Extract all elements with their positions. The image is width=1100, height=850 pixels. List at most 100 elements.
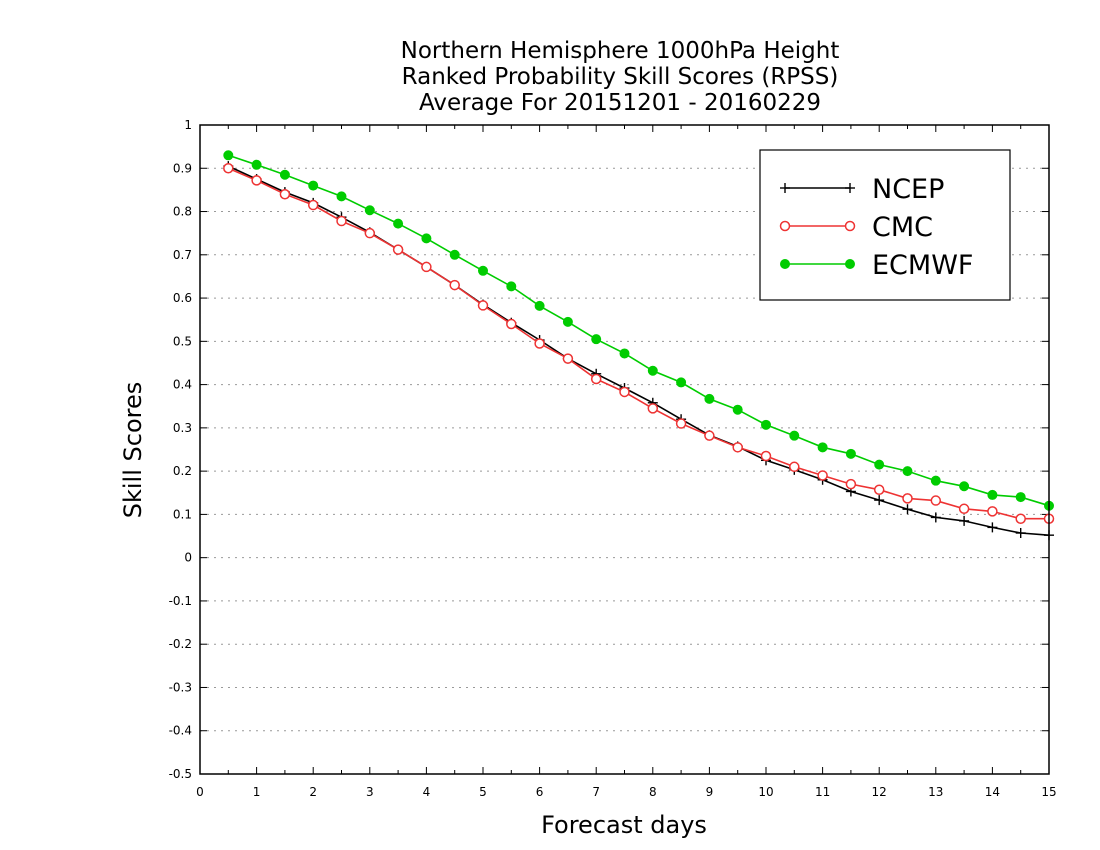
ncep-point <box>1015 528 1026 539</box>
y-axis-label: Skill Scores <box>119 382 147 519</box>
ecmwf-point <box>251 159 262 170</box>
ecmwf-point <box>364 205 375 216</box>
cmc-point <box>392 244 404 255</box>
y-tick-label: 0.3 <box>173 421 192 435</box>
ecmwf-point <box>959 481 970 492</box>
x-tick-label: 10 <box>758 785 773 799</box>
cmc-point <box>534 338 545 349</box>
ncep-point <box>902 504 913 515</box>
y-tick-label: -0.5 <box>169 767 192 781</box>
ncep-line <box>227 165 1050 536</box>
ncep-point <box>930 512 941 523</box>
ecmwf-point <box>534 300 545 311</box>
ecmwf-point <box>562 316 573 327</box>
legend: NCEP CMC ECMWF <box>759 149 1011 301</box>
cmc-point <box>704 430 715 441</box>
legend-box <box>759 149 1011 301</box>
x-tick-label: 4 <box>423 785 431 799</box>
series-ecmwf <box>223 150 1054 511</box>
cmc-point <box>251 175 262 186</box>
cmc-point <box>279 188 291 200</box>
y-tick-label: 0.7 <box>173 248 192 262</box>
legend-marker <box>844 220 856 232</box>
cmc-point <box>675 418 687 429</box>
ecmwf-point <box>704 393 715 404</box>
ecmwf-point <box>676 377 687 388</box>
cmc-point <box>845 478 857 490</box>
legend-label-ncep: NCEP <box>872 174 944 205</box>
title-line-1: Northern Hemisphere 1000hPa Height <box>401 38 840 64</box>
y-tick-label: 0 <box>184 551 192 565</box>
x-tick-label: 6 <box>536 785 544 799</box>
ecmwf-point <box>223 150 234 161</box>
cmc-point <box>364 227 376 239</box>
cmc-point <box>987 506 998 517</box>
cmc-point <box>732 442 743 453</box>
legend-marker <box>780 183 790 193</box>
y-tick-label: -0.2 <box>169 637 192 651</box>
y-tick-label: 0.6 <box>173 291 192 305</box>
ncep-point <box>959 515 970 526</box>
cmc-point <box>902 493 913 504</box>
series-cmc <box>223 163 1055 524</box>
legend-marker <box>779 220 791 232</box>
legend-label-ecmwf: ECMWF <box>872 250 973 281</box>
ecmwf-point <box>591 334 602 345</box>
x-tick-label: 14 <box>985 785 1000 799</box>
y-tick-label: 0.1 <box>173 507 192 521</box>
y-tick-label: -0.3 <box>169 680 192 694</box>
title-line-3: Average For 20151201 - 20160229 <box>419 90 821 116</box>
ecmwf-point <box>619 348 630 359</box>
cmc-point <box>817 470 828 481</box>
ecmwf-point <box>902 466 913 477</box>
title-line-2: Ranked Probability Skill Scores (RPSS) <box>402 64 839 90</box>
ecmwf-point <box>647 365 658 376</box>
cmc-point <box>449 279 460 291</box>
ecmwf-point <box>874 459 885 470</box>
x-tick-label: 1 <box>253 785 261 799</box>
ecmwf-point <box>421 233 432 244</box>
legend-label-cmc: CMC <box>872 212 933 243</box>
ecmwf-point <box>279 169 290 180</box>
y-tick-label: 0.5 <box>173 334 192 348</box>
chart-title: Northern Hemisphere 1000hPa Height Ranke… <box>401 38 840 116</box>
ecmwf-point <box>449 249 460 260</box>
ecmwf-point <box>789 430 800 441</box>
cmc-point <box>307 199 319 211</box>
ecmwf-point <box>478 265 488 276</box>
y-tick-label: 0.9 <box>173 161 192 175</box>
cmc-point <box>421 261 432 273</box>
x-tick-label: 8 <box>649 785 657 799</box>
cmc-point <box>562 353 574 364</box>
ecmwf-point <box>930 475 941 486</box>
ecmwf-point <box>393 218 404 229</box>
ncep-point <box>987 522 998 533</box>
y-tick-label: 0.2 <box>173 464 192 478</box>
x-tick-label: 2 <box>309 785 317 799</box>
legend-item-ncep: NCEP <box>780 174 944 205</box>
x-tick-label: 12 <box>872 785 887 799</box>
ecmwf-point <box>506 281 517 292</box>
x-tick-label: 15 <box>1041 785 1056 799</box>
x-axis-label: Forecast days <box>541 811 707 839</box>
cmc-point <box>760 450 772 462</box>
ecmwf-point <box>732 404 743 415</box>
cmc-point <box>477 300 489 311</box>
y-tick-label: 1 <box>184 118 192 132</box>
plot-frame <box>199 124 1050 775</box>
x-tick-label: 3 <box>366 785 374 799</box>
ncep-point <box>874 495 885 506</box>
cmc-point <box>590 373 602 385</box>
legend-marker <box>780 259 790 269</box>
y-tick-label: 0.4 <box>173 378 192 392</box>
cmc-point <box>873 484 885 495</box>
ecmwf-point <box>761 419 771 430</box>
x-tick-label: 0 <box>196 785 204 799</box>
x-tick-label: 9 <box>706 785 714 799</box>
cmc-point <box>647 403 659 414</box>
ecmwf-point <box>817 442 828 453</box>
x-tick-label: 13 <box>928 785 943 799</box>
x-tick-label: 7 <box>592 785 600 799</box>
cmc-point <box>789 461 800 473</box>
ecmwf-point <box>308 180 319 191</box>
